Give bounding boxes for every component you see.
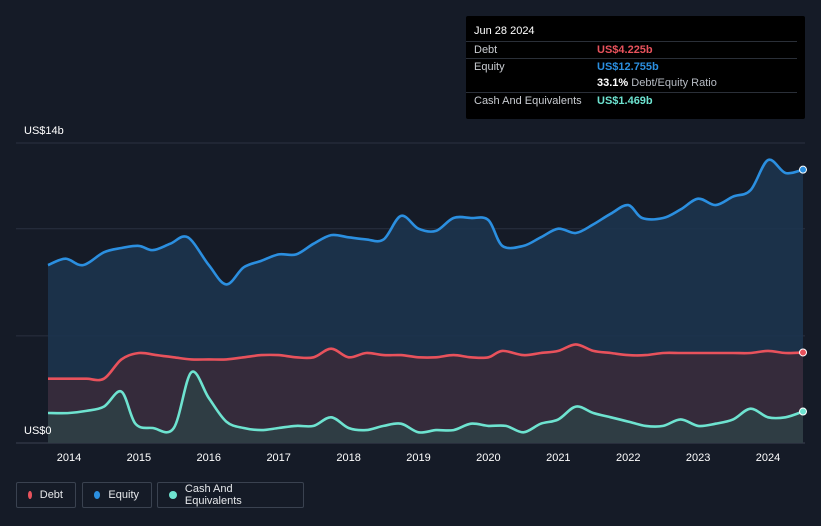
tooltip-debt-label: Debt — [474, 44, 498, 56]
x-tick-2023: 2023 — [686, 452, 710, 464]
equity-legend-dot — [94, 491, 101, 499]
tooltip-ratio-label: Debt/Equity Ratio — [631, 77, 717, 89]
tooltip-date: Jun 28 2024 — [474, 25, 535, 37]
tooltip-equity-label: Equity — [474, 61, 505, 73]
legend-item-cash[interactable]: Cash And Equivalents — [157, 482, 304, 508]
tooltip-cash-value: US$1.469b — [597, 95, 653, 107]
cash-end-marker — [799, 407, 807, 416]
tooltip-cash-label: Cash And Equivalents — [474, 95, 582, 107]
x-tick-2024: 2024 — [756, 452, 780, 464]
debt-line — [47, 343, 804, 382]
cash-area — [48, 371, 803, 443]
x-tick-2020: 2020 — [476, 452, 500, 464]
tooltip-ratio-row: 33.1% Debt/Equity Ratio — [466, 75, 797, 92]
tooltip-equity-value: US$12.755b — [597, 61, 659, 73]
x-tick-2021: 2021 — [546, 452, 570, 464]
legend-cash-label: Cash And Equivalents — [184, 483, 242, 507]
x-tick-2017: 2017 — [266, 452, 290, 464]
x-tick-2019: 2019 — [406, 452, 430, 464]
equity-end-marker — [799, 165, 807, 174]
x-tick-2018: 2018 — [336, 452, 360, 464]
tooltip-debt-value: US$4.225b — [597, 44, 653, 56]
y-axis-bottom-label: US$0 — [24, 425, 52, 437]
legend-equity-label: Equity — [108, 489, 139, 501]
legend-debt-label: Debt — [39, 489, 63, 501]
x-tick-2022: 2022 — [616, 452, 640, 464]
legend-item-debt[interactable]: Debt — [16, 482, 76, 508]
cash-legend-dot — [169, 491, 177, 499]
tooltip-equity-row: Equity US$12.755b — [466, 58, 797, 76]
debt-end-marker — [799, 348, 807, 357]
cash-line — [47, 370, 804, 434]
tooltip-ratio-value: 33.1% — [597, 77, 629, 89]
equity-line — [47, 158, 804, 286]
tooltip-ratio: 33.1% Debt/Equity Ratio — [597, 77, 717, 89]
x-tick-2015: 2015 — [127, 452, 151, 464]
legend-item-equity[interactable]: Equity — [82, 482, 152, 508]
x-tick-2016: 2016 — [197, 452, 221, 464]
debt-legend-dot — [28, 491, 32, 499]
tooltip-cash-row: Cash And Equivalents US$1.469b — [466, 92, 797, 110]
tooltip-panel: Jun 28 2024 Debt US$4.225b Equity US$12.… — [466, 16, 805, 119]
y-axis-top-label: US$14b — [24, 125, 64, 137]
x-tick-2014: 2014 — [57, 452, 81, 464]
tooltip-debt-row: Debt US$4.225b — [466, 41, 797, 59]
